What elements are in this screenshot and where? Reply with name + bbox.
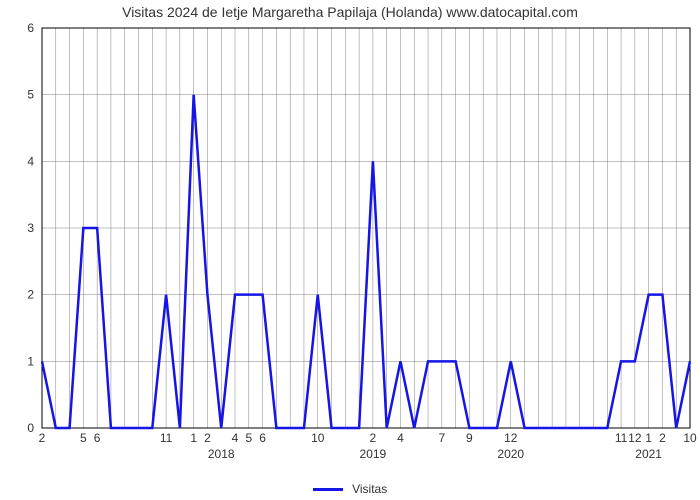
svg-text:2019: 2019 (360, 447, 387, 461)
svg-text:10: 10 (683, 431, 697, 445)
svg-text:12: 12 (504, 431, 518, 445)
svg-text:4: 4 (397, 431, 404, 445)
svg-text:7: 7 (438, 431, 445, 445)
legend-swatch (313, 488, 343, 491)
svg-text:1: 1 (27, 354, 34, 368)
legend-label: Visitas (352, 482, 387, 496)
line-chart: Visitas 2024 de Ietje Margaretha Papilaj… (0, 0, 700, 500)
svg-text:2: 2 (659, 431, 666, 445)
svg-text:1: 1 (190, 431, 197, 445)
svg-text:2: 2 (370, 431, 377, 445)
chart-title: Visitas 2024 de Ietje Margaretha Papilaj… (0, 4, 700, 20)
svg-text:2: 2 (204, 431, 211, 445)
svg-text:11: 11 (615, 431, 628, 445)
svg-text:5: 5 (27, 88, 34, 102)
svg-text:4: 4 (232, 431, 239, 445)
svg-text:3: 3 (27, 221, 34, 235)
chart-legend: Visitas (0, 482, 700, 496)
chart-canvas: 0123456256111245610247912111212102018201… (0, 0, 700, 500)
svg-text:5: 5 (245, 431, 252, 445)
svg-text:6: 6 (259, 431, 266, 445)
svg-text:9: 9 (466, 431, 473, 445)
svg-text:4: 4 (27, 154, 34, 168)
svg-text:2: 2 (39, 431, 46, 445)
svg-text:11: 11 (160, 431, 173, 445)
svg-text:1: 1 (645, 431, 652, 445)
svg-text:2021: 2021 (635, 447, 662, 461)
svg-text:2018: 2018 (208, 447, 235, 461)
svg-text:0: 0 (27, 421, 34, 435)
svg-text:10: 10 (311, 431, 325, 445)
svg-text:6: 6 (94, 431, 101, 445)
svg-text:2020: 2020 (497, 447, 524, 461)
svg-text:5: 5 (80, 431, 87, 445)
svg-text:12: 12 (628, 431, 642, 445)
svg-text:2: 2 (27, 288, 34, 302)
svg-text:6: 6 (27, 21, 34, 35)
